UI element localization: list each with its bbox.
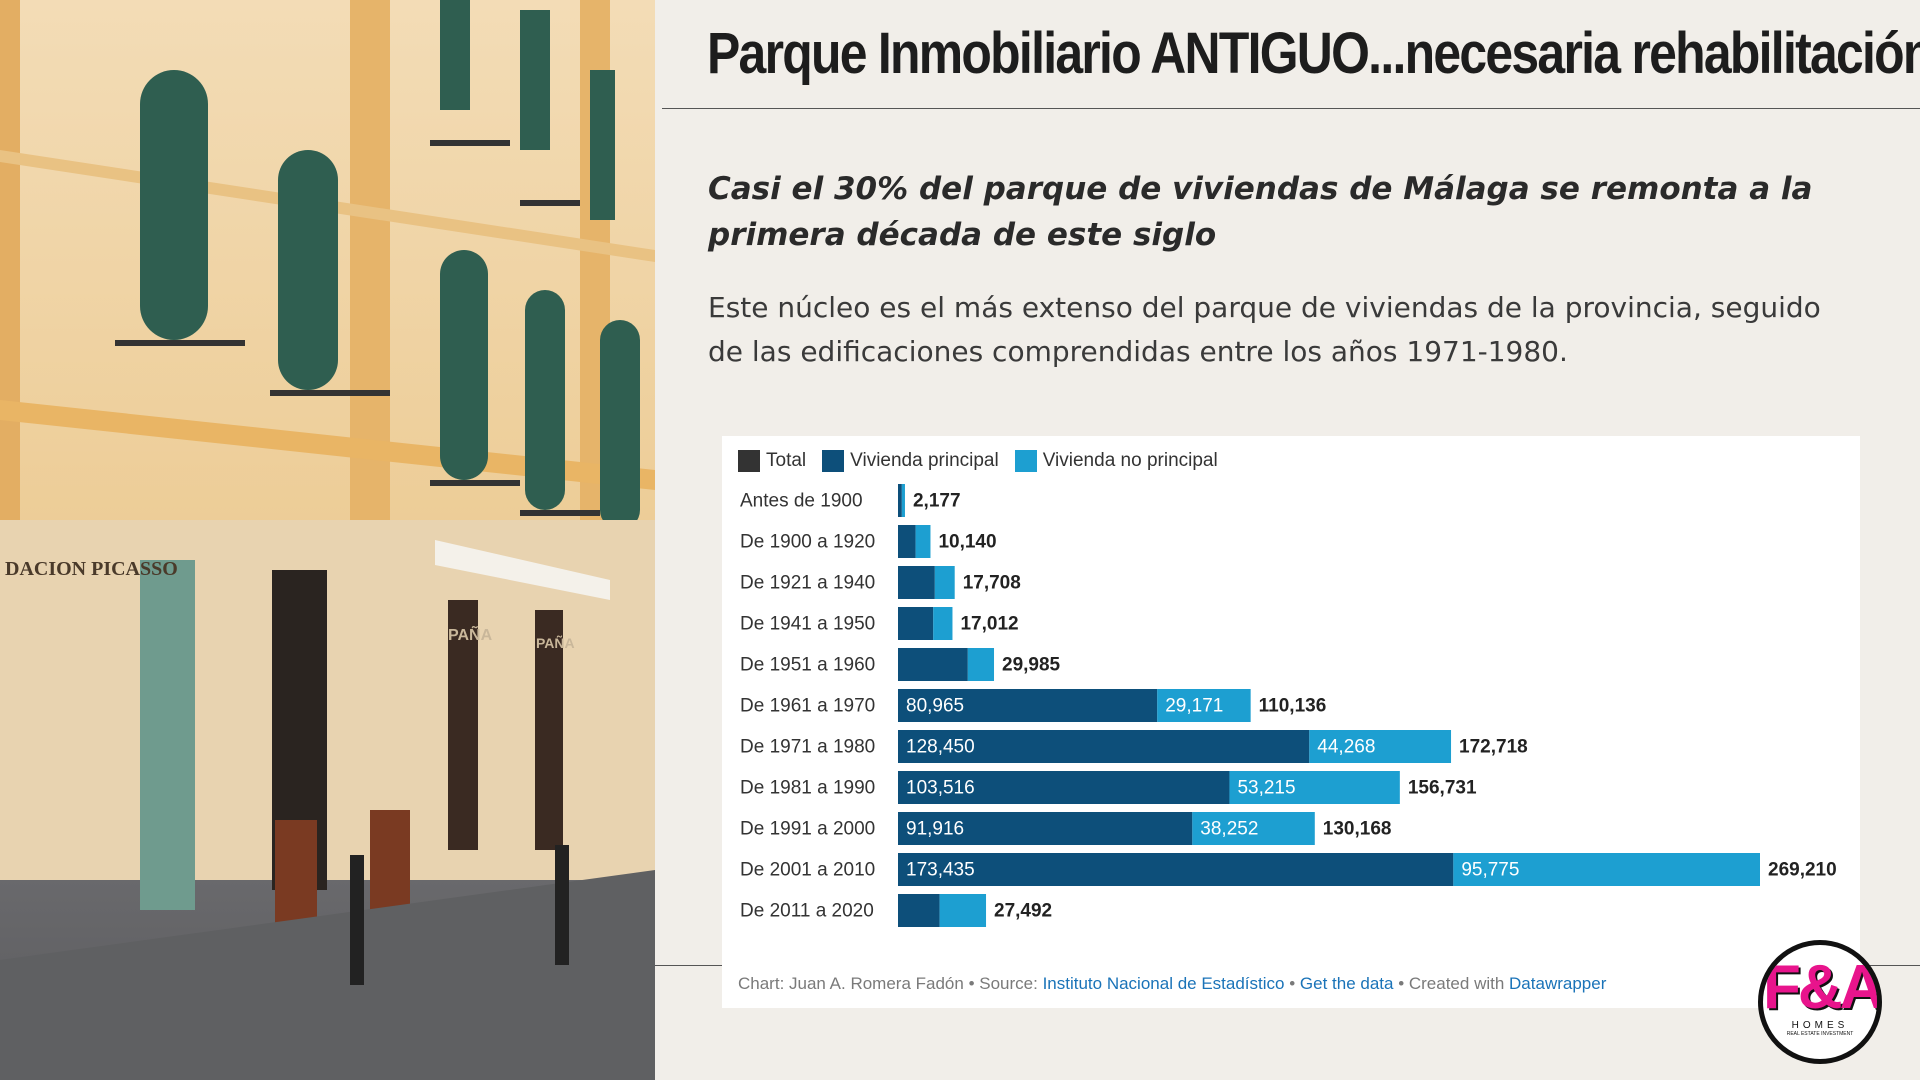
logo-mark: F&A — [1763, 953, 1882, 1022]
footer-separator: • — [1284, 974, 1300, 993]
data-label-principal: 103,516 — [906, 778, 975, 799]
data-label-no-principal: 29,171 — [1165, 696, 1223, 717]
data-label-principal: 128,450 — [906, 737, 975, 758]
legend-item-total: Total — [738, 450, 806, 472]
page-title: Parque Inmobiliario ANTIGUO...necesaria … — [707, 21, 1920, 86]
data-label-total: 172,718 — [1459, 737, 1528, 758]
fa-homes-logo: F&A HOMES REAL ESTATE INVESTMENT — [1758, 940, 1882, 1064]
data-label-principal: 80,965 — [906, 696, 964, 717]
category-label: De 1961 a 1970 — [740, 696, 875, 717]
bar-no-principal — [933, 607, 953, 640]
data-label-total: 110,136 — [1259, 696, 1327, 717]
bar-principal — [898, 566, 935, 599]
awning-text-2: PAÑA — [536, 634, 575, 651]
building-photo: DACION PICASSO PAÑA PAÑA — [0, 0, 655, 1080]
data-label-no-principal: 44,268 — [1317, 737, 1375, 758]
legend-item-no-principal: Vivienda no principal — [1014, 450, 1218, 472]
bar-no-principal — [1453, 853, 1760, 886]
bar-principal — [898, 894, 940, 927]
bar-principal — [898, 689, 1158, 722]
chart-footer: Chart: Juan A. Romera Fadón • Source: In… — [738, 974, 1606, 994]
legend-label-total: Total — [766, 450, 807, 471]
data-label-no-principal: 95,775 — [1461, 860, 1519, 881]
bar-no-principal — [1157, 689, 1251, 722]
data-label-total: 156,731 — [1408, 778, 1477, 799]
bar-no-principal — [1192, 812, 1315, 845]
page-body-text: Este núcleo es el más extenso del parque… — [708, 291, 1821, 368]
category-label: De 1941 a 1950 — [740, 614, 875, 635]
data-label-total: 17,708 — [963, 573, 1021, 594]
category-label: De 1921 a 1940 — [740, 573, 875, 594]
bar-no-principal — [967, 648, 995, 681]
bar-principal — [898, 771, 1230, 804]
legend-swatch-no-principal — [1014, 450, 1037, 472]
bar-no-principal — [901, 484, 905, 517]
legend-label-principal: Vivienda principal — [850, 450, 999, 471]
logo-tagline: REAL ESTATE INVESTMENT — [1786, 1031, 1854, 1037]
category-label: De 1971 a 1980 — [740, 737, 875, 758]
data-label-total: 10,140 — [938, 532, 996, 553]
category-label: De 1900 a 1920 — [740, 532, 875, 553]
data-label-total: 269,210 — [1768, 860, 1837, 881]
legend-item-principal: Vivienda principal — [822, 450, 999, 472]
data-label-total: 29,985 — [1002, 655, 1061, 676]
legend-swatch-total — [738, 450, 760, 472]
footer-source-link[interactable]: Instituto Nacional de Estadístico — [1042, 974, 1285, 993]
bar-no-principal — [1229, 771, 1400, 804]
footer-get-data-link[interactable]: Get the data — [1299, 974, 1394, 993]
bar-principal — [898, 853, 1454, 886]
legend-swatch-principal — [822, 450, 845, 472]
footer-created-with: • Created with — [1393, 974, 1510, 993]
bar-no-principal — [939, 894, 987, 927]
chart-card: Antes de 1900 2,177 De 1900 a 1920 10,140 De… — [722, 436, 1860, 1008]
category-label: De 1951 a 1960 — [740, 655, 875, 676]
footer-credit: Chart: Juan A. Romera Fadón • Source: — [738, 974, 1043, 993]
data-label-total: 27,492 — [994, 901, 1052, 922]
bar-no-principal — [915, 525, 931, 558]
building-illustration: DACION PICASSO PAÑA PAÑA — [0, 0, 655, 1080]
bar-no-principal — [1309, 730, 1452, 763]
data-label-total: 17,012 — [960, 614, 1018, 635]
data-label-total: 2,177 — [913, 491, 961, 512]
title-divider — [662, 108, 1920, 109]
legend-label-no-principal: Vivienda no principal — [1042, 450, 1218, 471]
category-label: Antes de 1900 — [740, 491, 863, 512]
footer-datawrapper-link[interactable]: Datawrapper — [1509, 974, 1607, 993]
category-label: De 2001 a 2010 — [740, 860, 875, 881]
bar-principal — [898, 525, 916, 558]
page-subtitle: Casi el 30% del parque de viviendas de M… — [708, 171, 1813, 253]
bar-principal — [898, 607, 934, 640]
category-label: De 1991 a 2000 — [740, 819, 875, 840]
data-label-principal: 173,435 — [906, 860, 975, 881]
bar-principal — [898, 812, 1193, 845]
data-label-no-principal: 53,215 — [1237, 778, 1295, 799]
stacked-bar-chart: Antes de 1900 2,177 De 1900 a 1920 10,140 De… — [740, 484, 1837, 927]
data-label-no-principal: 38,252 — [1200, 819, 1258, 840]
chart-legend: Total Vivienda principal Vivienda no pri… — [738, 450, 1218, 472]
category-label: De 1981 a 1990 — [740, 778, 875, 799]
data-label-total: 130,168 — [1323, 819, 1392, 840]
bar-principal — [898, 484, 902, 517]
sign-text: DACION PICASSO — [5, 558, 178, 580]
data-label-principal: 91,916 — [906, 819, 964, 840]
logo-homes: HOMES — [1791, 1020, 1849, 1031]
awning-text: PAÑA — [448, 624, 493, 644]
category-label: De 2011 a 2020 — [740, 901, 874, 922]
bar-principal — [898, 648, 968, 681]
bar-no-principal — [934, 566, 955, 599]
bar-principal — [898, 730, 1310, 763]
